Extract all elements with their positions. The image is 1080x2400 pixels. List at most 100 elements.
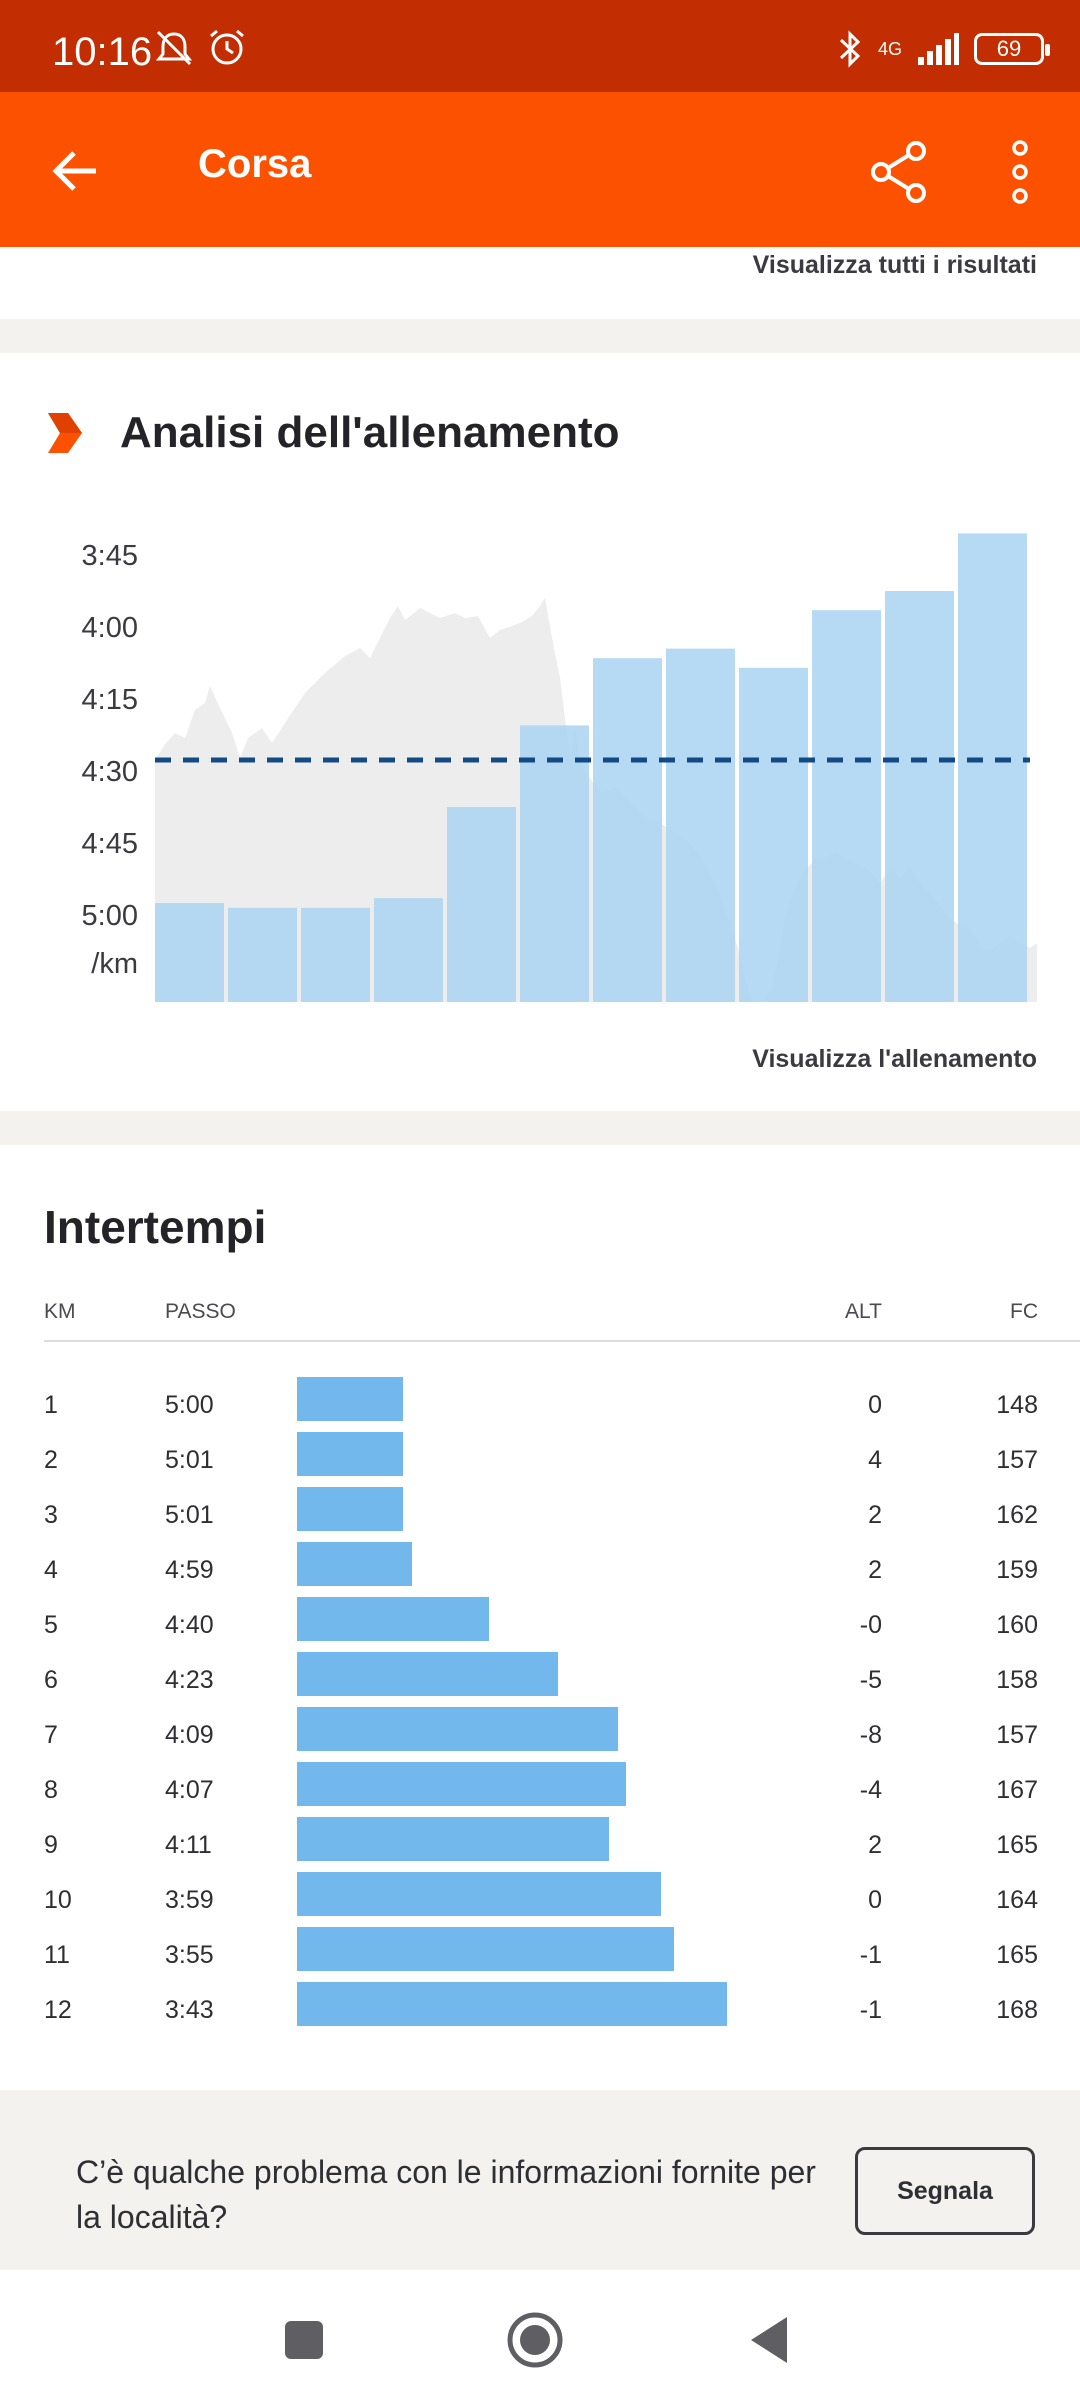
split-pace-bar	[297, 1817, 609, 1861]
header-pace: PASSO	[165, 1300, 236, 1323]
split-elevation: -4	[859, 1776, 882, 1804]
results-card: Visualizza tutti i risultati	[0, 247, 1080, 319]
pace-bar	[739, 667, 808, 1002]
split-row: 10 3:59 0 164	[0, 1872, 1080, 1927]
split-pace: 3:59	[165, 1886, 214, 1914]
split-km: 10	[44, 1886, 72, 1914]
y-tick-label: 5:00	[81, 900, 138, 932]
split-row: 9 4:11 2 165	[0, 1817, 1080, 1872]
split-pace-bar	[297, 1377, 403, 1421]
mute-icon	[155, 30, 193, 66]
split-pace-bar	[297, 1487, 403, 1531]
split-pace: 5:01	[165, 1501, 214, 1529]
split-elevation: -1	[859, 1941, 882, 1969]
battery-level: 69	[996, 36, 1022, 61]
chevron-icon	[48, 413, 82, 453]
split-pace-bar	[297, 1597, 489, 1641]
split-pace: 3:55	[165, 1941, 214, 1969]
split-heart-rate: 158	[996, 1666, 1038, 1694]
split-pace-bar	[297, 1542, 412, 1586]
pace-bars	[155, 533, 1027, 1002]
recents-button[interactable]	[269, 2305, 339, 2375]
split-elevation: -8	[859, 1721, 882, 1749]
split-heart-rate: 148	[996, 1391, 1038, 1419]
header-km: KM	[44, 1300, 76, 1323]
split-heart-rate: 167	[996, 1776, 1038, 1804]
home-button[interactable]	[500, 2305, 570, 2375]
status-bar: 10:16 4G 69	[0, 0, 1080, 92]
more-vert-icon	[1012, 140, 1028, 204]
pace-bar	[812, 610, 881, 1002]
split-heart-rate: 168	[996, 1996, 1038, 2024]
y-tick-label: 4:15	[81, 684, 138, 716]
split-pace: 4:23	[165, 1666, 214, 1694]
split-km: 2	[44, 1446, 58, 1474]
split-pace-bar	[297, 1762, 626, 1806]
report-prompt: C’è qualche problema con le informazioni…	[76, 2154, 816, 2235]
page-title: Corsa	[198, 142, 312, 186]
more-options-button[interactable]	[990, 132, 1050, 212]
bluetooth-icon	[839, 30, 861, 68]
split-elevation: 4	[868, 1446, 882, 1474]
signal-icon	[918, 33, 959, 65]
split-elevation: -0	[859, 1611, 882, 1639]
split-row: 1 5:00 0 148	[0, 1377, 1080, 1432]
split-pace: 4:11	[165, 1831, 212, 1859]
split-km: 6	[44, 1666, 58, 1694]
report-button[interactable]: Segnala	[855, 2147, 1035, 2235]
split-row: 6 4:23 -5 158	[0, 1652, 1080, 1707]
split-km: 1	[44, 1391, 58, 1419]
pace-bar	[374, 898, 443, 1002]
split-km: 11	[44, 1941, 70, 1969]
split-elevation: 2	[868, 1556, 882, 1584]
split-pace: 5:01	[165, 1446, 214, 1474]
split-row: 5 4:40 -0 160	[0, 1597, 1080, 1652]
status-time: 10:16	[52, 30, 153, 74]
recents-square-icon	[285, 2321, 323, 2359]
view-workout-link[interactable]: Visualizza l'allenamento	[752, 1045, 1037, 1073]
network-type: 4G	[877, 39, 902, 59]
split-km: 8	[44, 1776, 58, 1804]
pace-bar	[228, 907, 297, 1002]
split-pace: 3:43	[165, 1996, 214, 2024]
split-km: 4	[44, 1556, 58, 1584]
analysis-title: Analisi dell'allenamento	[120, 408, 620, 457]
split-elevation: 0	[868, 1391, 882, 1419]
pace-bar	[447, 807, 516, 1002]
alarm-icon	[210, 29, 244, 65]
split-pace-bar	[297, 1927, 674, 1971]
split-elevation: 0	[868, 1886, 882, 1914]
splits-card: Intertempi KM PASSO ALT FC 1 5:00 0 148 2 5:0…	[0, 1145, 1080, 2090]
split-row: 12 3:43 -1 168	[0, 1982, 1080, 2037]
y-axis-unit: /km	[91, 948, 138, 980]
home-circle-icon	[507, 2312, 563, 2368]
split-row: 8 4:07 -4 167	[0, 1762, 1080, 1817]
split-heart-rate: 165	[996, 1941, 1038, 1969]
split-pace: 4:59	[165, 1556, 214, 1584]
split-pace: 4:09	[165, 1721, 214, 1749]
split-pace-bar	[297, 1432, 403, 1476]
split-row: 3 5:01 2 162	[0, 1487, 1080, 1542]
split-row: 11 3:55 -1 165	[0, 1927, 1080, 1982]
battery-icon: 69	[974, 33, 1050, 65]
split-km: 3	[44, 1501, 58, 1529]
split-heart-rate: 160	[996, 1611, 1038, 1639]
back-arrow-icon	[52, 151, 96, 191]
system-back-button[interactable]	[734, 2305, 804, 2375]
split-heart-rate: 157	[996, 1446, 1038, 1474]
share-button[interactable]	[860, 132, 940, 212]
back-button[interactable]	[40, 136, 110, 206]
y-tick-label: 4:30	[81, 756, 138, 788]
split-elevation: -5	[859, 1666, 882, 1694]
analysis-card: Analisi dell'allenamento 3:45 4:00 4:15 …	[0, 353, 1080, 1111]
split-pace: 4:40	[165, 1611, 214, 1639]
y-tick-label: 3:45	[81, 540, 138, 572]
split-pace: 5:00	[165, 1391, 214, 1419]
share-icon	[871, 141, 926, 203]
view-all-results-link[interactable]: Visualizza tutti i risultati	[752, 251, 1037, 279]
split-row: 7 4:09 -8 157	[0, 1707, 1080, 1762]
split-pace-bar	[297, 1707, 618, 1751]
header-hr: FC	[1010, 1300, 1038, 1323]
pace-bar	[301, 907, 370, 1002]
split-heart-rate: 159	[996, 1556, 1038, 1584]
